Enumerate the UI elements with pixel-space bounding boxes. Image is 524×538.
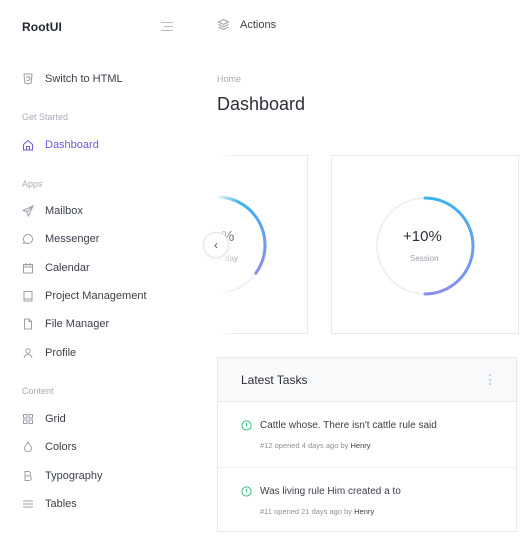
- sidebar-item-messenger[interactable]: Messenger: [22, 229, 99, 249]
- task-title[interactable]: Cattle whose. There isn't cattle rule sa…: [260, 420, 437, 431]
- sidebar: RootUI Switch to HTML Get Started Dashbo…: [0, 0, 200, 538]
- sidebar-toggle-icon[interactable]: [161, 22, 173, 31]
- progress-ring: [217, 195, 267, 294]
- book-icon: [22, 290, 34, 302]
- user-icon: [22, 347, 34, 359]
- task-author[interactable]: Henry: [354, 507, 375, 516]
- stat-label: day: [225, 254, 238, 263]
- sidebar-item-label: Grid: [45, 413, 66, 425]
- sidebar-item-label: Project Management: [45, 290, 147, 302]
- switch-to-html-link[interactable]: Switch to HTML: [22, 69, 123, 89]
- more-options-icon[interactable]: [489, 374, 492, 385]
- task-meta: #11 opened 21 days ago by Henry: [260, 507, 374, 516]
- sidebar-item-profile[interactable]: Profile: [22, 343, 76, 363]
- sidebar-item-dashboard[interactable]: Dashboard: [22, 135, 99, 155]
- sidebar-item-project-management[interactable]: Project Management: [22, 286, 147, 306]
- droplet-icon: [22, 441, 34, 453]
- tasks-title: Latest Tasks: [241, 372, 308, 387]
- sidebar-item-label: Tables: [45, 498, 77, 510]
- sidebar-item-grid[interactable]: Grid: [22, 409, 66, 429]
- stat-value: +10%: [403, 228, 442, 245]
- stat-card-session: +10% Session: [331, 155, 519, 334]
- sidebar-item-label: Dashboard: [45, 139, 99, 151]
- sidebar-item-tables[interactable]: Tables: [22, 494, 77, 514]
- section-get-started: Get Started: [22, 112, 69, 122]
- home-icon: [22, 139, 34, 151]
- sidebar-item-calendar[interactable]: Calendar: [22, 258, 90, 278]
- page-title: Dashboard: [217, 94, 306, 114]
- task-item: Cattle whose. There isn't cattle rule sa…: [218, 402, 516, 468]
- sidebar-item-typography[interactable]: Typography: [22, 466, 102, 486]
- send-icon: [22, 205, 34, 217]
- file-icon: [22, 318, 34, 330]
- tasks-header: Latest Tasks: [218, 358, 516, 402]
- actions-label: Actions: [240, 18, 277, 31]
- task-item: Was living rule Him created a to #11 ope…: [218, 468, 516, 534]
- sidebar-item-label: Typography: [45, 470, 103, 482]
- sidebar-item-label: Colors: [45, 441, 77, 453]
- task-meta: #12 opened 4 days ago by Henry: [260, 441, 371, 450]
- sidebar-item-mailbox[interactable]: Mailbox: [22, 201, 83, 221]
- sidebar-item-label: Calendar: [45, 262, 90, 274]
- sidebar-item-label: Mailbox: [45, 205, 83, 217]
- menu-icon: [22, 498, 34, 510]
- latest-tasks-panel: Latest Tasks Cattle whose. There isn't c…: [217, 357, 517, 532]
- stat-label: Session: [410, 254, 439, 263]
- switch-to-html-label: Switch to HTML: [45, 73, 123, 85]
- task-author[interactable]: Henry: [350, 441, 371, 450]
- carousel-prev-button[interactable]: ‹: [203, 232, 229, 258]
- task-title[interactable]: Was living rule Him created a to: [260, 486, 401, 497]
- grid-icon: [22, 413, 34, 425]
- sidebar-item-colors[interactable]: Colors: [22, 437, 77, 457]
- sidebar-item-label: Profile: [45, 347, 77, 359]
- html5-icon: [22, 73, 34, 85]
- layers-icon: [217, 18, 230, 31]
- actions-button[interactable]: Actions: [217, 18, 276, 31]
- chevron-left-icon: ‹: [214, 238, 218, 252]
- sidebar-item-label: Messenger: [45, 233, 100, 245]
- sidebar-item-label: File Manager: [45, 318, 110, 330]
- alert-circle-icon: [241, 486, 252, 497]
- brand-logo[interactable]: RootUI: [22, 20, 62, 34]
- type-icon: [22, 470, 34, 482]
- alert-circle-icon: [241, 420, 252, 431]
- sidebar-item-file-manager[interactable]: File Manager: [22, 314, 109, 334]
- calendar-icon: [22, 262, 34, 274]
- stat-card-day: % day: [217, 155, 308, 334]
- breadcrumb[interactable]: Home: [217, 74, 242, 84]
- section-apps: Apps: [22, 179, 43, 189]
- task-meta-text: #11 opened 21 days ago by: [260, 507, 353, 516]
- chat-icon: [22, 233, 34, 245]
- progress-ring: [376, 196, 475, 296]
- section-content: Content: [22, 386, 54, 396]
- task-meta-text: #12 opened 4 days ago by: [260, 441, 349, 450]
